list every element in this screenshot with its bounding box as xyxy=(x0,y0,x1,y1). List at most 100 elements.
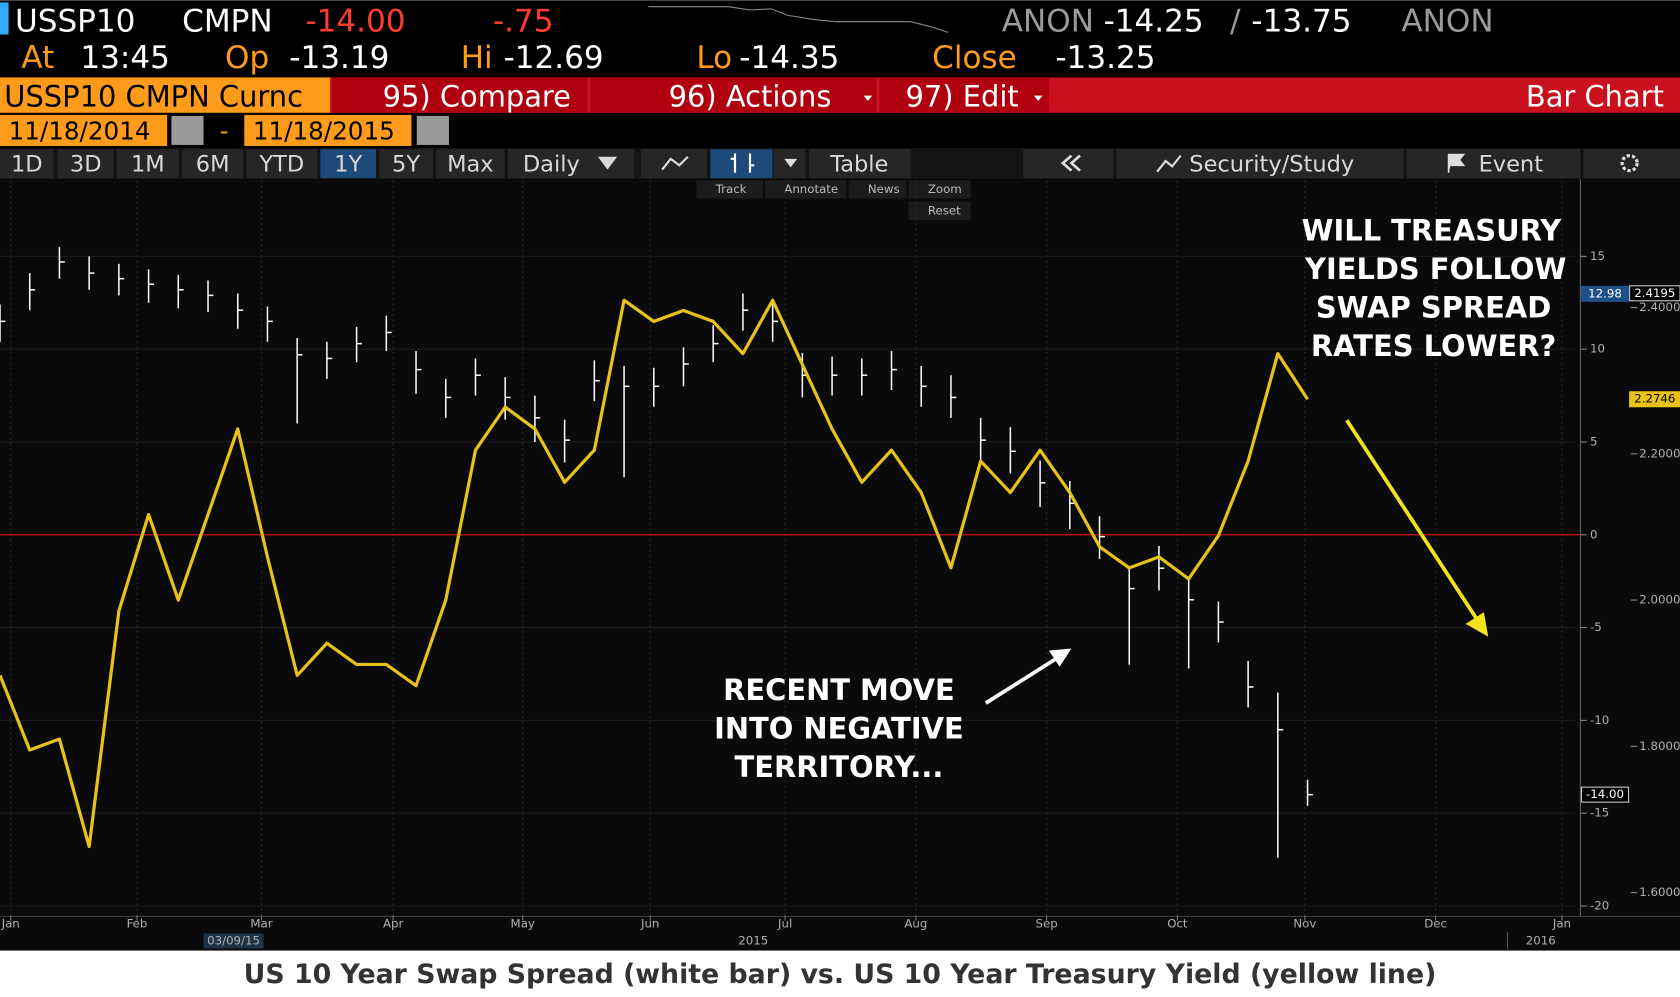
period-button[interactable] xyxy=(182,149,244,179)
security[interactable]: USSP10 CMPN Curnc xyxy=(4,79,303,113)
y-tick-label: -20 xyxy=(1590,899,1609,913)
value-tag-label: 12.98 xyxy=(1588,286,1622,300)
period-label[interactable]: 5Y xyxy=(392,152,420,178)
y-tick-label: -10 xyxy=(1590,713,1609,727)
yield-line xyxy=(0,298,1309,849)
period-label[interactable]: 1Y xyxy=(334,152,362,178)
period-label[interactable]: 3D xyxy=(70,152,102,178)
compare[interactable]: 95) Compare xyxy=(383,79,571,113)
actions-button[interactable] xyxy=(590,77,877,113)
y-tick-label: -5 xyxy=(1590,620,1602,634)
y2-tick-label: 2.0000 xyxy=(1639,593,1680,607)
x-tick-label: Apr xyxy=(383,916,404,930)
annotation-line: SWAP SPREAD xyxy=(1316,290,1551,324)
period-button[interactable] xyxy=(246,149,318,179)
bar-chart-button[interactable] xyxy=(710,149,773,179)
view-title: Bar Chart xyxy=(1526,79,1664,113)
end-date-box[interactable] xyxy=(244,114,412,146)
ask: -13.75 xyxy=(1251,3,1351,39)
study-icon xyxy=(1156,154,1182,173)
high-label: Hi xyxy=(461,40,493,76)
x-tick-label: Feb xyxy=(127,916,148,930)
tool-label[interactable]: Reset xyxy=(928,204,961,218)
study[interactable]: Security/Study xyxy=(1189,152,1354,178)
tool-button[interactable] xyxy=(908,180,971,199)
compare-button[interactable] xyxy=(332,77,588,113)
x-tick-label: Aug xyxy=(904,916,927,930)
arrow-shaft xyxy=(1345,419,1478,620)
period-button[interactable] xyxy=(0,149,54,179)
start-date[interactable]: 11/18/2014 xyxy=(9,117,151,146)
tool-label[interactable]: Annotate xyxy=(784,182,838,196)
y-tick-label: 0 xyxy=(1590,527,1598,541)
tool-label[interactable]: Track xyxy=(715,182,747,196)
time: 13:45 xyxy=(80,40,170,76)
year-label: 2015 xyxy=(738,933,768,947)
ticker-marker xyxy=(0,2,9,35)
year-label: 2016 xyxy=(1526,933,1556,947)
close-label: Close xyxy=(932,40,1017,76)
chart-tools: Track Annotate News Zoom Reset xyxy=(696,180,971,220)
period-button[interactable] xyxy=(116,149,179,179)
actions[interactable]: 96) Actions xyxy=(669,79,832,113)
period-label[interactable]: 1M xyxy=(131,152,165,178)
period-label[interactable]: Max xyxy=(447,152,494,178)
x-tick-label: Sep xyxy=(1036,916,1058,930)
period-label[interactable]: 6M xyxy=(196,152,230,178)
collapse-icon xyxy=(1060,154,1081,172)
y2-tick-label: 2.2000 xyxy=(1639,446,1680,460)
caption: US 10 Year Swap Spread (white bar) vs. U… xyxy=(244,959,1437,990)
dropdown-arrow xyxy=(1033,95,1043,101)
table-button[interactable] xyxy=(808,149,911,179)
ticker: USSP10 xyxy=(15,3,135,39)
period-button[interactable] xyxy=(57,149,114,179)
tool-button[interactable] xyxy=(848,180,907,199)
y-tick-label: 5 xyxy=(1590,434,1598,448)
value-tag xyxy=(1580,285,1630,302)
source: CMPN xyxy=(182,3,272,39)
line-chart-button[interactable] xyxy=(640,149,708,179)
calendar-icon[interactable] xyxy=(416,116,449,145)
end-date[interactable]: 11/18/2015 xyxy=(253,117,395,146)
period-label[interactable]: YTD xyxy=(258,152,304,178)
value-tag xyxy=(1629,391,1680,408)
date-marker: 03/09/15 xyxy=(207,933,260,947)
y-tick-label: 15 xyxy=(1590,249,1605,263)
x-tick-label: Jan xyxy=(1552,916,1571,930)
tool-button[interactable] xyxy=(696,180,763,199)
tool-label[interactable]: Zoom xyxy=(928,182,962,196)
edit-button[interactable] xyxy=(879,77,1049,113)
y2-tick-label: 2.4000 xyxy=(1639,300,1680,314)
value-tag xyxy=(1629,285,1680,302)
tool-button[interactable] xyxy=(765,180,847,199)
x-tick-label: Jan xyxy=(1,916,20,930)
calendar-icon[interactable] xyxy=(171,116,204,145)
tool-button[interactable] xyxy=(908,201,971,220)
table[interactable]: Table xyxy=(829,152,888,178)
security-box[interactable] xyxy=(0,77,330,113)
low-label: Lo xyxy=(696,40,732,76)
frequency[interactable]: Daily xyxy=(523,152,580,178)
value-tag xyxy=(1580,786,1630,803)
tool-label[interactable]: News xyxy=(868,182,900,196)
period-label[interactable]: 1D xyxy=(11,152,43,178)
settings-button[interactable] xyxy=(1583,149,1680,179)
low: -14.35 xyxy=(739,40,839,76)
arrow-head xyxy=(1048,648,1072,667)
close: -13.25 xyxy=(1055,40,1155,76)
collapse-button[interactable] xyxy=(1023,149,1114,179)
event[interactable]: Event xyxy=(1479,152,1544,178)
annotation-line: INTO NEGATIVE xyxy=(714,711,964,745)
open-label: Op xyxy=(225,40,269,76)
period-button[interactable] xyxy=(320,149,377,179)
period-button[interactable] xyxy=(379,149,433,179)
annotation: WILL TREASURY YIELDS FOLLOW SWAP SPREAD … xyxy=(1302,213,1566,637)
net-change: -.75 xyxy=(493,3,554,39)
dropdown-arrow xyxy=(597,156,618,170)
edit[interactable]: 97) Edit xyxy=(906,79,1019,113)
period-button[interactable] xyxy=(436,149,505,179)
frequency-button[interactable] xyxy=(507,149,635,179)
event-button[interactable] xyxy=(1406,149,1581,179)
caption-band xyxy=(0,950,1680,997)
start-date-box[interactable] xyxy=(0,114,168,146)
